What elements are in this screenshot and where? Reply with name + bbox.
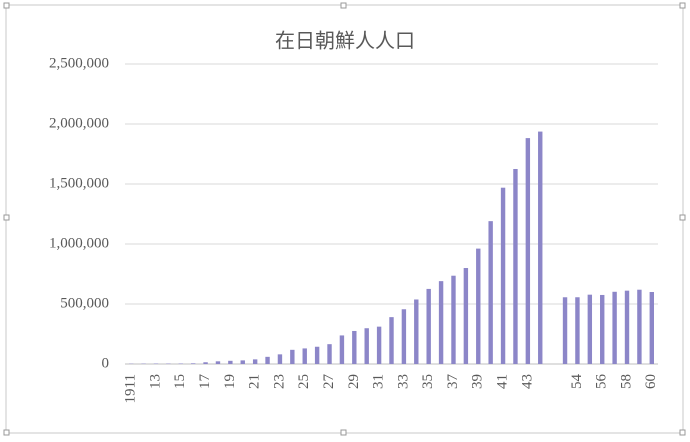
resize-handle[interactable] xyxy=(340,2,347,9)
x-tick-label: 15 xyxy=(172,374,188,389)
bar xyxy=(649,292,655,364)
x-tick-label: 41 xyxy=(494,374,510,389)
bar xyxy=(352,330,357,364)
resize-handle[interactable] xyxy=(340,429,347,436)
bar xyxy=(339,335,345,364)
bar xyxy=(513,168,518,364)
x-tick-label: 13 xyxy=(147,374,163,389)
x-tick-label: 1911 xyxy=(123,374,139,403)
x-tick-label: 58 xyxy=(618,374,634,389)
bar xyxy=(364,328,369,364)
bar xyxy=(265,356,270,364)
bar xyxy=(488,221,493,364)
bar xyxy=(290,349,295,364)
bar xyxy=(228,360,233,364)
y-tick-label: 0 xyxy=(102,355,110,371)
x-tick-label: 43 xyxy=(519,374,535,389)
bar xyxy=(414,299,419,364)
bar xyxy=(389,317,394,364)
bar xyxy=(376,326,382,364)
bar xyxy=(637,289,642,364)
x-tick-label: 56 xyxy=(594,374,610,390)
bar xyxy=(401,309,407,364)
bar xyxy=(215,361,221,364)
y-tick-label: 2,500,000 xyxy=(49,55,109,71)
x-tick-label: 23 xyxy=(271,374,287,389)
bar xyxy=(203,362,208,364)
x-tick-label: 33 xyxy=(395,374,411,389)
bar xyxy=(190,363,196,364)
y-tick-label: 2,000,000 xyxy=(49,115,109,131)
bar xyxy=(587,294,593,364)
y-tick-label: 500,000 xyxy=(60,295,109,311)
bar xyxy=(612,291,617,364)
bar xyxy=(476,248,481,364)
bar xyxy=(624,290,630,364)
bar xyxy=(562,297,568,364)
bar xyxy=(240,360,245,364)
bar xyxy=(600,294,605,364)
x-tick-label: 27 xyxy=(321,374,337,390)
bar xyxy=(252,359,258,364)
x-tick-label: 31 xyxy=(371,374,387,389)
bar xyxy=(302,348,307,364)
x-tick-label: 19 xyxy=(222,374,238,389)
x-tick-label: 35 xyxy=(420,374,436,389)
bar xyxy=(451,275,456,364)
x-tick-label: 29 xyxy=(346,374,362,389)
bar xyxy=(538,131,543,364)
bar xyxy=(500,187,506,364)
resize-handle[interactable] xyxy=(3,214,10,221)
bar xyxy=(426,288,431,364)
x-tick-label: 21 xyxy=(247,374,263,389)
chart-frame xyxy=(5,4,684,434)
x-tick-label: 39 xyxy=(470,374,486,389)
resize-handle[interactable] xyxy=(679,2,686,9)
resize-handle[interactable] xyxy=(3,429,10,436)
x-tick-label: 54 xyxy=(569,374,585,390)
x-tick-label: 60 xyxy=(643,374,659,389)
resize-handle[interactable] xyxy=(679,214,686,221)
bar xyxy=(438,281,444,364)
x-tick-label: 25 xyxy=(296,374,312,389)
bar xyxy=(463,268,469,364)
bar xyxy=(327,344,332,364)
bar xyxy=(525,138,531,364)
bar xyxy=(314,346,320,364)
bar xyxy=(575,297,580,364)
chart-title: 在日朝鮮人人口 xyxy=(275,29,415,53)
y-tick-label: 1,500,000 xyxy=(49,175,109,191)
bar xyxy=(277,354,283,364)
x-tick-label: 37 xyxy=(445,374,461,390)
x-tick-label: 17 xyxy=(197,374,213,390)
resize-handle[interactable] xyxy=(679,429,686,436)
y-tick-label: 1,000,000 xyxy=(49,235,109,251)
resize-handle[interactable] xyxy=(3,2,10,9)
